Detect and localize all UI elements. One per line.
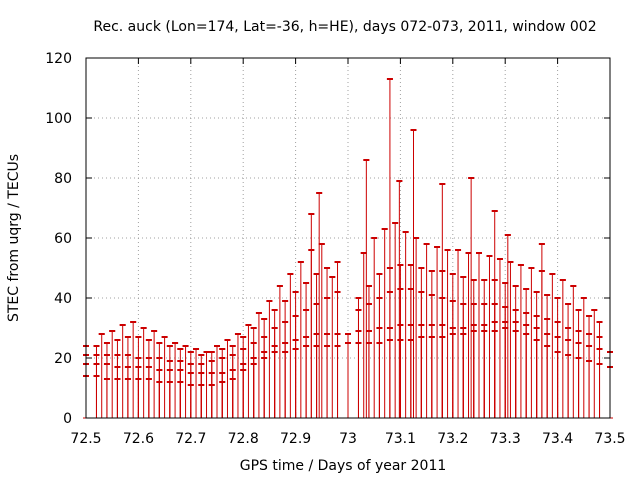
plot-frame xyxy=(85,57,611,419)
y-tick-label: 20 xyxy=(54,351,72,367)
x-tick-label: 72.9 xyxy=(280,431,311,447)
x-tick-label: 73.5 xyxy=(594,431,625,447)
y-tick-label: 60 xyxy=(54,231,72,247)
x-tick-label: 73.3 xyxy=(490,431,521,447)
y-axis-label: STEC from uqrg / TECUs xyxy=(6,154,22,322)
chart-title: Rec. auck (Lon=174, Lat=-36, h=HE), days… xyxy=(93,19,596,35)
y-axis-ticks: 0 20 40 60 80 100 120 xyxy=(45,51,610,427)
x-tick-label: 72.7 xyxy=(175,431,206,447)
x-tick-label: 73.4 xyxy=(542,431,573,447)
data-marks xyxy=(83,78,613,419)
x-tick-label: 73.1 xyxy=(385,431,416,447)
x-tick-label: 72.6 xyxy=(123,431,154,447)
y-tick-label: 120 xyxy=(45,51,72,67)
y-tick-label: 100 xyxy=(45,111,72,127)
x-axis-ticks: 72.5 72.6 72.7 72.8 72.9 73 73.1 73.2 73.3 73.4 73… xyxy=(70,58,626,447)
x-tick-label: 73 xyxy=(339,431,357,447)
grid-lines xyxy=(86,58,610,418)
x-tick-label: 73.2 xyxy=(437,431,468,447)
x-axis-label: GPS time / Days of year 2011 xyxy=(240,458,447,474)
x-tick-label: 72.8 xyxy=(228,431,259,447)
y-tick-label: 0 xyxy=(63,411,72,427)
x-tick-label: 72.5 xyxy=(70,431,101,447)
y-tick-label: 80 xyxy=(54,171,72,187)
y-tick-label: 40 xyxy=(54,291,72,307)
